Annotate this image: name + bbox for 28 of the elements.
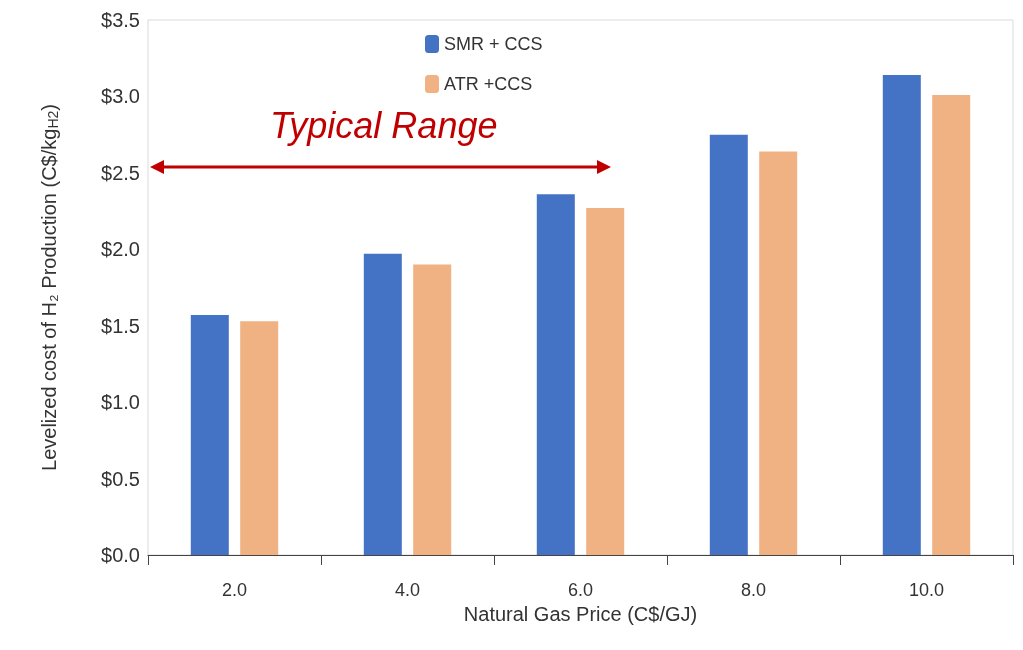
bar (363, 253, 402, 555)
bar (932, 94, 971, 555)
x-axis-title: Natural Gas Price (C$/GJ) (463, 602, 698, 625)
annotation: Typical Range (270, 105, 498, 147)
bar (413, 264, 452, 555)
bar (586, 208, 625, 555)
bar (536, 194, 575, 555)
bar (709, 134, 748, 555)
legend-label: ATR +CCS (444, 74, 533, 94)
bar (759, 151, 798, 555)
y-tick-label: $2.5 (101, 161, 140, 184)
bar (882, 75, 921, 555)
y-tick-label: $3.0 (101, 85, 140, 108)
y-tick-label: $1.5 (101, 314, 140, 337)
x-tick-label: 4.0 (394, 580, 421, 600)
y-tick-label: $0.5 (101, 467, 140, 490)
x-tick-label: 10.0 (908, 580, 945, 600)
y-tick-label: $1.0 (101, 391, 140, 414)
y-axis-title: Levelized cost of H₂ Production (C$/kgH2) (38, 104, 61, 471)
legend-label: SMR + CCS (444, 34, 543, 54)
x-tick-label: 2.0 (221, 580, 248, 600)
y-tick-label: $3.5 (101, 9, 140, 31)
bar (190, 315, 229, 555)
x-tick-label: 6.0 (567, 580, 594, 600)
y-tick-label: $2.0 (101, 238, 140, 261)
x-tick-label: 8.0 (740, 580, 767, 600)
bar (240, 321, 279, 555)
y-tick-label: $0.0 (101, 544, 140, 566)
